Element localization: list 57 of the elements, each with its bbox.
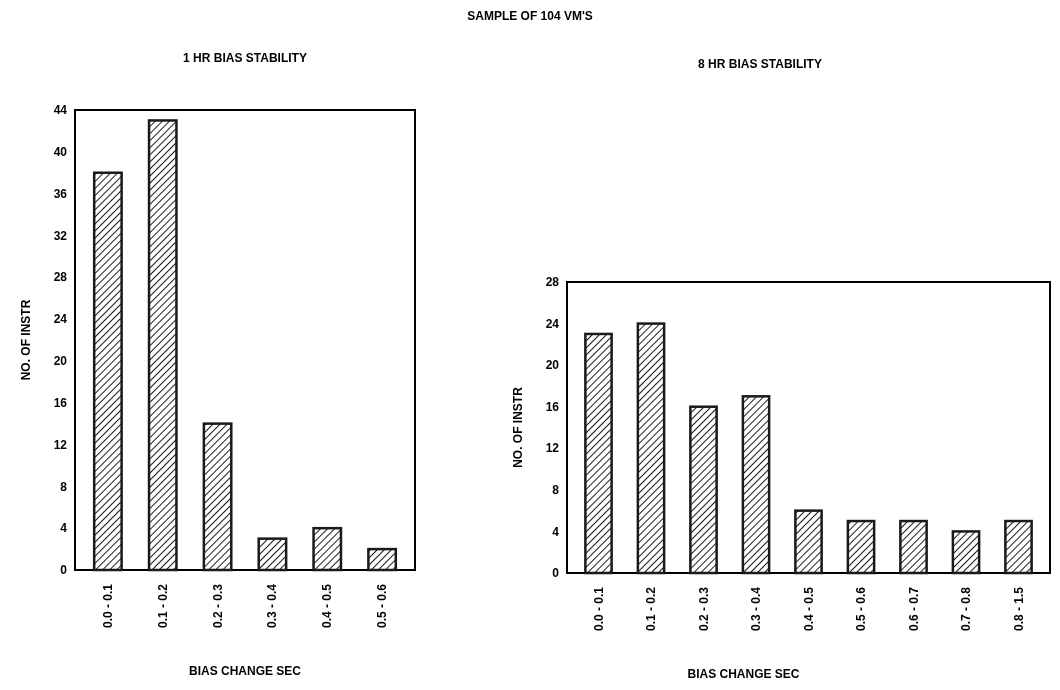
x-tick-label: 0.3 - 0.4 <box>749 586 763 632</box>
bar <box>1004 519 1033 575</box>
x-axis-title: BIAS CHANGE SEC <box>188 664 302 678</box>
y-tick-label: 12 <box>545 441 560 456</box>
y-tick-label: 16 <box>53 395 68 410</box>
x-tick-label: 0.2 - 0.3 <box>210 583 225 629</box>
chart-title: 1 HR BIAS STABILITY <box>183 51 307 65</box>
bar <box>312 526 343 572</box>
bar <box>636 322 666 575</box>
x-tick-label: 0.8 - 1.5 <box>1011 586 1026 632</box>
y-tick-label: 8 <box>552 483 560 498</box>
y-tick-label: 16 <box>545 399 560 414</box>
x-tick-label: 0.3 - 0.4 <box>265 583 280 629</box>
y-tick-label: 40 <box>53 145 68 160</box>
bar <box>147 119 178 572</box>
x-tick-label: 0.5 - 0.6 <box>854 586 868 632</box>
y-tick-label: 36 <box>53 186 68 201</box>
y-tick-label: 0 <box>60 563 68 578</box>
y-tick-label: 28 <box>53 270 68 285</box>
bar <box>741 395 771 575</box>
x-tick-label: 0.7 - 0.8 <box>959 586 973 632</box>
bar <box>367 547 398 572</box>
bar <box>689 405 718 575</box>
y-tick-label: 12 <box>53 437 68 452</box>
text: SAMPLE OF 104 VM'S <box>467 9 593 23</box>
bar <box>794 509 823 575</box>
y-tick-label: 4 <box>60 521 68 536</box>
y-tick-label: 24 <box>53 312 68 327</box>
x-axis-title: BIAS CHANGE SEC <box>687 667 800 681</box>
y-tick-label: 44 <box>53 103 68 118</box>
bar <box>846 519 876 575</box>
y-tick-label: 28 <box>545 275 560 290</box>
bar <box>899 519 928 575</box>
y-axis-title: NO. OF INSTR <box>511 386 525 468</box>
x-tick-label: 0.0 - 0.1 <box>591 586 606 632</box>
y-tick-label: 8 <box>60 479 68 494</box>
y-tick-label: 32 <box>53 228 68 243</box>
chart-title: 8 HR BIAS STABILITY <box>698 57 822 71</box>
x-tick-label: 0.5 - 0.6 <box>375 583 390 629</box>
y-tick-label: 0 <box>552 566 560 581</box>
x-tick-label: 0.4 - 0.5 <box>801 586 816 632</box>
bar <box>92 171 123 572</box>
y-tick-label: 20 <box>53 354 68 369</box>
bar <box>202 422 233 572</box>
x-tick-label: 0.1 - 0.2 <box>155 583 170 629</box>
x-tick-label: 0.6 - 0.7 <box>906 586 921 632</box>
y-tick-label: 20 <box>545 358 560 373</box>
x-tick-label: 0.4 - 0.5 <box>320 583 335 629</box>
y-tick-label: 24 <box>545 316 560 331</box>
y-axis-title: NO. OF INSTR <box>19 299 33 381</box>
bar <box>257 537 288 572</box>
y-tick-label: 4 <box>552 524 560 539</box>
x-tick-label: 0.0 - 0.1 <box>100 583 115 629</box>
bar <box>584 332 613 575</box>
x-tick-label: 0.1 - 0.2 <box>644 586 658 632</box>
x-tick-label: 0.2 - 0.3 <box>696 586 711 632</box>
bar <box>951 530 981 575</box>
